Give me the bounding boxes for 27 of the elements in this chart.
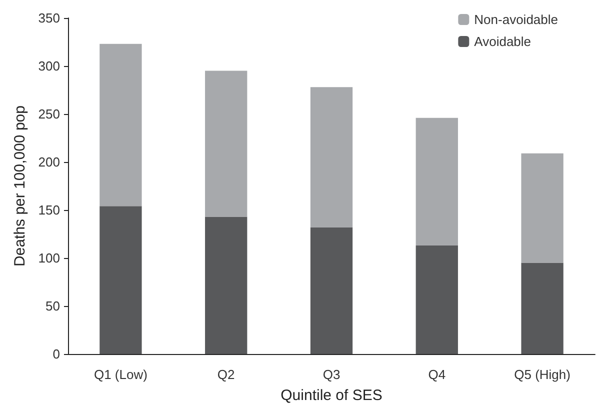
legend-label: Avoidable <box>474 34 532 49</box>
bar <box>416 246 458 354</box>
bar <box>521 153 564 263</box>
bar <box>100 44 142 206</box>
y-tick-label: 300 <box>38 58 60 74</box>
y-tick-label: 50 <box>46 298 60 314</box>
y-tick-label: 200 <box>38 154 60 170</box>
bar <box>205 70 248 217</box>
bar <box>521 262 564 354</box>
y-axis-title: Deaths per 100,000 pop <box>11 106 28 266</box>
y-tick-label: 350 <box>38 10 60 26</box>
y-tick-label: 0 <box>52 346 60 362</box>
x-tick-label: Q5 (High) <box>514 367 570 382</box>
bar <box>416 118 458 246</box>
y-tick-label: 250 <box>38 106 60 122</box>
bar <box>205 216 248 354</box>
x-tick-label: Q1 (Low) <box>94 367 148 382</box>
x-tick-label: Q2 <box>217 367 235 382</box>
x-tick-label: Q4 <box>428 367 446 382</box>
bar <box>310 227 353 354</box>
y-tick-label: 150 <box>38 202 60 218</box>
x-tick-label: Q3 <box>322 367 340 382</box>
legend-label: Non-avoidable <box>474 12 558 27</box>
bar <box>310 87 353 228</box>
bar <box>100 206 142 354</box>
x-axis-title: Quintile of SES <box>280 387 382 404</box>
y-tick-label: 100 <box>38 250 60 266</box>
